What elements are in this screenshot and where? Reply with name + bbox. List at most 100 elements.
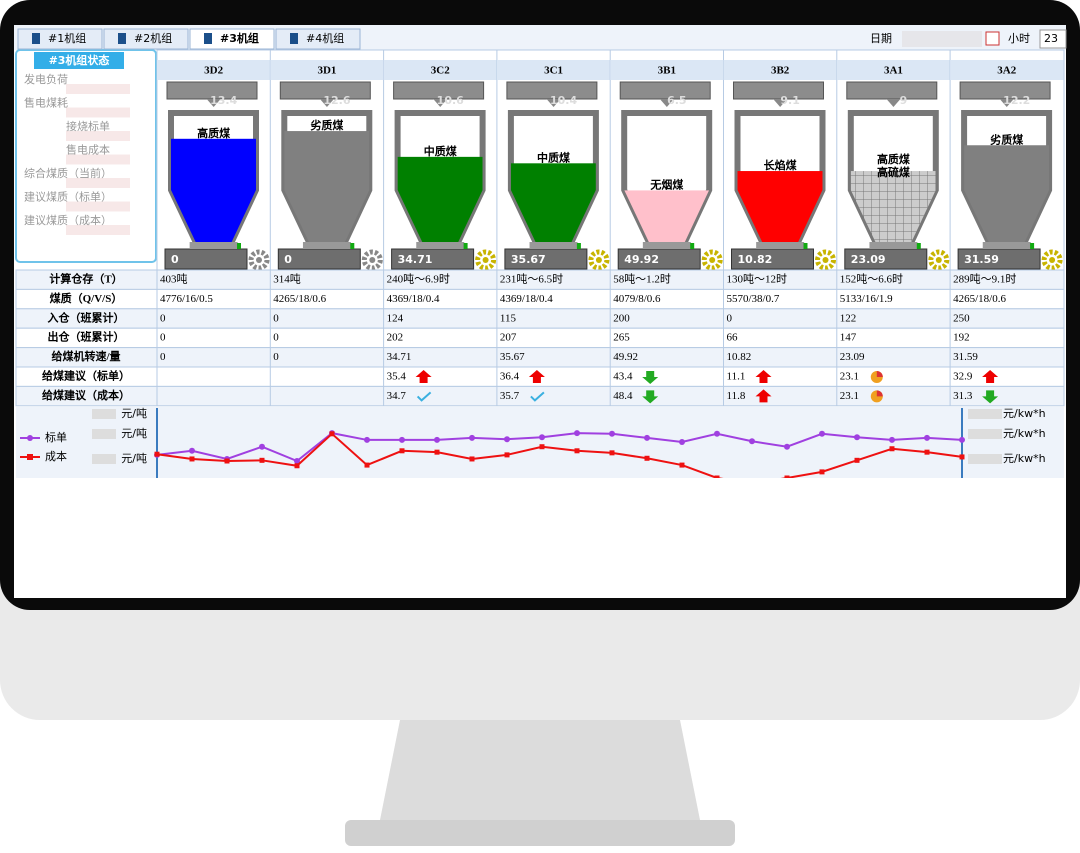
blurred: [92, 429, 116, 439]
icon-up: [982, 370, 999, 383]
gear: [361, 249, 383, 271]
feeder-value: 0: [171, 253, 179, 266]
feeder-value: 35.67: [511, 253, 546, 266]
point: [259, 457, 265, 463]
silo-level: 9.1: [780, 94, 800, 107]
cell: 23.1: [840, 390, 859, 402]
gear: [1041, 249, 1063, 271]
point: [679, 438, 685, 445]
cell: 4265/18/0.6: [953, 293, 1006, 305]
icon-check: [530, 391, 545, 402]
sidebar-item: 综合煤质（当前）: [24, 166, 112, 180]
blurred: [92, 454, 116, 464]
name-bg: [496, 60, 611, 80]
point: [469, 434, 475, 441]
cell: 0: [273, 332, 279, 344]
silo-name: 3A2: [997, 65, 1016, 77]
row-label: 出仓（班累计）: [48, 330, 125, 344]
cell: 35.4: [387, 371, 407, 383]
tab-label[interactable]: #1机组: [48, 31, 86, 45]
feeder-ind: [576, 243, 581, 249]
row-label: 计算仓存（T）: [49, 272, 122, 286]
silo-name: 3D2: [204, 65, 223, 77]
point: [399, 448, 405, 454]
silo-neck: [416, 242, 465, 248]
arrow: [206, 99, 221, 107]
cell: 31.59: [953, 351, 978, 363]
blurred-value: [66, 154, 130, 165]
blurred: [968, 429, 1002, 439]
point: [399, 436, 405, 443]
feeder-bar: [277, 248, 361, 270]
feeder-ind: [690, 243, 695, 249]
cell: 4079/8/0.6: [613, 293, 661, 305]
cell: 130吨～12时: [727, 273, 788, 286]
point: [889, 436, 895, 443]
point: [854, 434, 860, 441]
gear: [928, 249, 950, 271]
coal-type: 中质煤: [537, 150, 571, 164]
gear-hub: [256, 257, 262, 263]
blurred-value: [66, 131, 130, 141]
point: [819, 469, 825, 475]
silo-level: 10.6: [437, 94, 464, 107]
calendar-icon[interactable]: [985, 31, 1000, 46]
icon-up: [755, 370, 772, 383]
point: [574, 448, 580, 454]
tab-icon: [118, 33, 126, 44]
silo-neck: [756, 242, 805, 248]
cell: 289吨～9.1时: [953, 273, 1016, 286]
row-label: 入仓（班累计）: [48, 310, 125, 324]
legend-marker: [27, 454, 33, 460]
icon-up: [755, 389, 772, 403]
cell: 48.4: [613, 390, 633, 402]
date-input[interactable]: [902, 31, 982, 47]
point: [294, 458, 300, 464]
cell: 66: [727, 332, 739, 344]
feeder-bar: [164, 248, 248, 270]
arrow: [433, 99, 448, 107]
point: [819, 430, 825, 437]
tab-label[interactable]: #4机组: [306, 31, 344, 45]
tab-label[interactable]: #2机组: [134, 31, 172, 45]
silo-neck: [642, 242, 691, 248]
cell: 0: [160, 351, 166, 363]
blurred-value: [66, 225, 130, 235]
point: [294, 463, 300, 469]
cell: 265: [613, 332, 630, 344]
icon-down: [642, 390, 659, 404]
row-label: 给煤建议（成本）: [42, 388, 130, 402]
cell: 49.92: [613, 351, 638, 363]
blurred: [968, 454, 1002, 464]
cell: 0: [273, 351, 279, 363]
cell: 11.1: [727, 371, 746, 383]
cell: 5133/16/1.9: [840, 293, 893, 305]
coal-type: 劣质煤: [310, 118, 344, 132]
silo-level: 13.4: [210, 94, 237, 107]
legend-marker: [27, 435, 33, 441]
cell: 34.7: [387, 390, 407, 402]
cell: 11.8: [727, 390, 746, 402]
gear-hub: [1049, 257, 1056, 263]
legend-label: 标单: [45, 430, 67, 444]
silo-name: 3C2: [431, 65, 450, 77]
coal-type: 高质煤: [877, 152, 911, 166]
feeder-value: 49.92: [624, 253, 659, 266]
feeder-value: 10.82: [738, 253, 773, 266]
cell: 250: [953, 312, 970, 324]
cell: 32.9: [953, 371, 973, 383]
tab-label[interactable]: #3机组: [220, 31, 259, 45]
right-unit: 元/kw*h: [1003, 407, 1046, 420]
point: [189, 447, 195, 454]
point: [889, 446, 895, 452]
left-unit: 元/吨: [121, 427, 147, 440]
name-bg: [383, 60, 497, 80]
name-bg: [610, 60, 724, 80]
feeder-bar: [844, 248, 928, 270]
sidebar-item: 建议煤质（成本）: [24, 213, 112, 227]
cell: 200: [613, 312, 630, 324]
point: [189, 456, 195, 462]
point: [784, 443, 790, 450]
hour-select[interactable]: [1039, 29, 1067, 49]
